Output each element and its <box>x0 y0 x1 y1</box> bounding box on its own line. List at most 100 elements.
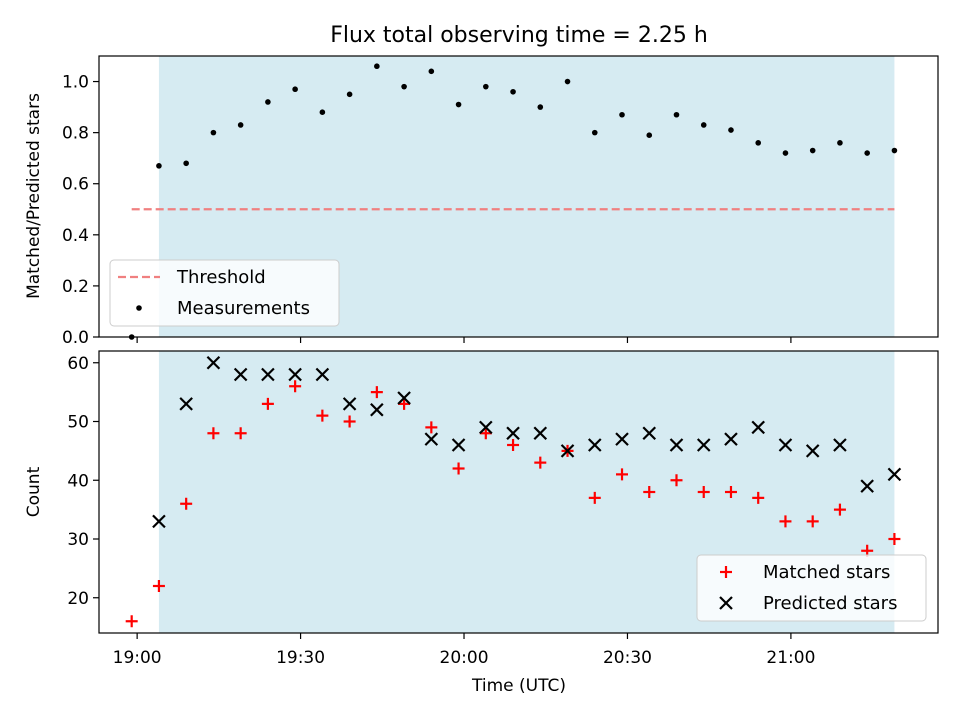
matched-star-point <box>888 533 901 545</box>
bottom-y-tick-label: 60 <box>67 354 89 374</box>
measurement-point <box>864 150 870 156</box>
predicted-star-point <box>206 355 221 370</box>
matched-star-point <box>779 515 792 528</box>
bottom-plot-frame <box>98 350 939 634</box>
predicted-star-point <box>315 367 330 382</box>
predicted-star-point <box>724 432 738 446</box>
predicted-star-point <box>751 420 765 435</box>
measurement-point <box>673 111 680 118</box>
predicted-star-point <box>342 397 357 411</box>
predicted-star-point <box>805 444 820 458</box>
top-y-tick-label: 1.0 <box>62 73 89 93</box>
matched-star-point <box>370 386 383 399</box>
matched-star-point <box>316 409 329 422</box>
measurement-point <box>591 129 598 136</box>
x-tick-label: 20:30 <box>603 648 652 668</box>
predicted-star-point <box>479 420 493 435</box>
x-tick-label: 20:00 <box>440 648 489 668</box>
top-legend-box <box>109 259 340 327</box>
matched-star-point <box>452 462 465 475</box>
predicted-star-point <box>560 444 575 458</box>
matched-star-point <box>261 397 274 410</box>
bottom-y-axis-label: Count <box>24 466 44 517</box>
top-y-tick-label: 0.0 <box>62 328 89 348</box>
predicted-star-point <box>587 438 602 452</box>
predicted-star-point <box>261 367 275 382</box>
measurement-point <box>319 109 326 115</box>
measurement-point <box>564 78 571 85</box>
matched-star-point <box>697 486 710 498</box>
matched-star-point <box>806 515 819 528</box>
predicted-star-point <box>778 438 793 452</box>
matched-star-point <box>152 580 165 592</box>
measurement-point <box>782 150 789 156</box>
matched-star-point <box>234 427 247 440</box>
measurement-point <box>401 83 407 90</box>
predicted-star-point <box>506 426 520 441</box>
top-y-axis-label: Matched/Predicted stars <box>24 93 44 299</box>
top-y-tick-label: 0.6 <box>62 175 89 195</box>
predicted-star-point <box>397 391 411 405</box>
x-tick-label: 19:00 <box>113 648 162 668</box>
legend-threshold-label: Threshold <box>176 267 266 288</box>
measurement-point <box>891 147 898 154</box>
legend-matched-label: Matched stars <box>763 562 890 583</box>
predicted-star-point <box>288 367 302 382</box>
legend-predicted-label: Predicted stars <box>763 593 897 614</box>
matched-star-point <box>343 415 356 428</box>
bottom-y-tick-label: 30 <box>67 530 89 550</box>
measurement-point <box>646 132 653 138</box>
measurement-point <box>265 99 271 105</box>
x-tick-label: 21:00 <box>766 648 815 668</box>
legend-measurements-label: Measurements <box>177 298 310 319</box>
top-legend: Threshold Measurements <box>109 259 340 327</box>
predicted-star-point <box>669 438 684 452</box>
matched-star-point <box>724 486 737 498</box>
predicted-star-point <box>642 426 657 441</box>
measurement-point <box>537 104 544 110</box>
measurement-point <box>455 101 462 108</box>
bottom-y-tick-label: 20 <box>67 589 89 609</box>
measurement-point <box>237 122 244 128</box>
predicted-star-point <box>696 438 711 452</box>
predicted-star-point <box>615 432 629 446</box>
predicted-star-point <box>152 514 166 529</box>
measurement-point <box>210 129 217 136</box>
measurement-point <box>346 91 353 98</box>
measurement-point <box>700 122 707 128</box>
matched-star-point <box>398 397 411 410</box>
bottom-y-tick-label: 50 <box>67 413 89 433</box>
matched-star-point <box>588 491 601 504</box>
predicted-star-point <box>451 438 466 452</box>
top-y-tick-label: 0.4 <box>62 226 89 246</box>
measurement-point <box>728 127 734 133</box>
measurement-point <box>183 160 189 167</box>
bottom-legend: Matched stars Predicted stars <box>696 554 927 622</box>
matched-star-point <box>670 474 683 487</box>
matched-star-point <box>125 615 138 628</box>
bottom-y-tick-label: 40 <box>67 471 89 491</box>
chart-title: Flux total observing time = 2.25 h <box>330 23 708 48</box>
matched-star-point <box>507 439 520 451</box>
legend-predicted-swatch <box>719 596 733 610</box>
measurement-point <box>156 163 162 169</box>
predicted-star-point <box>233 367 248 382</box>
measurement-point <box>755 140 762 146</box>
measurement-point <box>428 68 435 75</box>
matched-star-point <box>752 491 765 504</box>
measurement-point <box>809 147 816 154</box>
matched-star-point <box>479 427 492 440</box>
measurement-point <box>619 111 625 118</box>
x-axis-label: Time (UTC) <box>471 676 566 696</box>
matched-star-point <box>643 486 656 498</box>
x-tick-label: 19:30 <box>276 648 325 668</box>
bottom-legend-box <box>696 554 927 622</box>
matched-star-point <box>616 468 629 481</box>
predicted-star-point <box>424 432 439 446</box>
matched-star-point <box>180 497 193 510</box>
measurement-point <box>292 86 298 93</box>
legend-measurements-swatch <box>136 305 142 311</box>
predicted-star-point <box>887 467 902 482</box>
predicted-star-point <box>179 397 193 411</box>
